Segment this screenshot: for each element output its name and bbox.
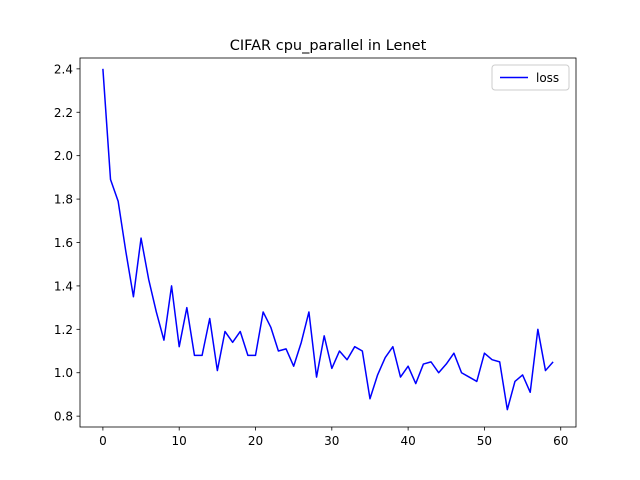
x-tick-label: 60 [553,434,568,448]
plot-area [102,68,554,411]
legend-label: loss [536,71,559,85]
x-tick-label: 0 [99,434,107,448]
x-tick-label: 50 [477,434,492,448]
y-tick-label: 2.2 [54,106,73,120]
y-tick-label: 1.2 [54,323,73,337]
x-tick-label: 10 [172,434,187,448]
y-tick-label: 1.0 [54,366,73,380]
series-line-loss [102,68,554,411]
axes: 0 10 20 30 40 50 60 0.8 1.0 1.2 1.4 1.6 1.8 2.0 2.2 2.4 [54,57,577,448]
x-tick-label: 30 [324,434,339,448]
legend-box [491,64,570,91]
y-tick-label: 2.4 [54,62,73,76]
y-tick-label: 2.0 [54,149,73,163]
y-tick-label: 1.8 [54,193,73,207]
x-tick-label: 40 [400,434,415,448]
legend: loss [491,64,570,91]
x-tick-label: 20 [248,434,263,448]
y-tick-label: 0.8 [54,410,73,424]
chart-title: CIFAR cpu_parallel in Lenet [230,38,427,54]
y-tick-label: 1.6 [54,236,73,250]
y-tick-label: 1.4 [54,279,73,293]
